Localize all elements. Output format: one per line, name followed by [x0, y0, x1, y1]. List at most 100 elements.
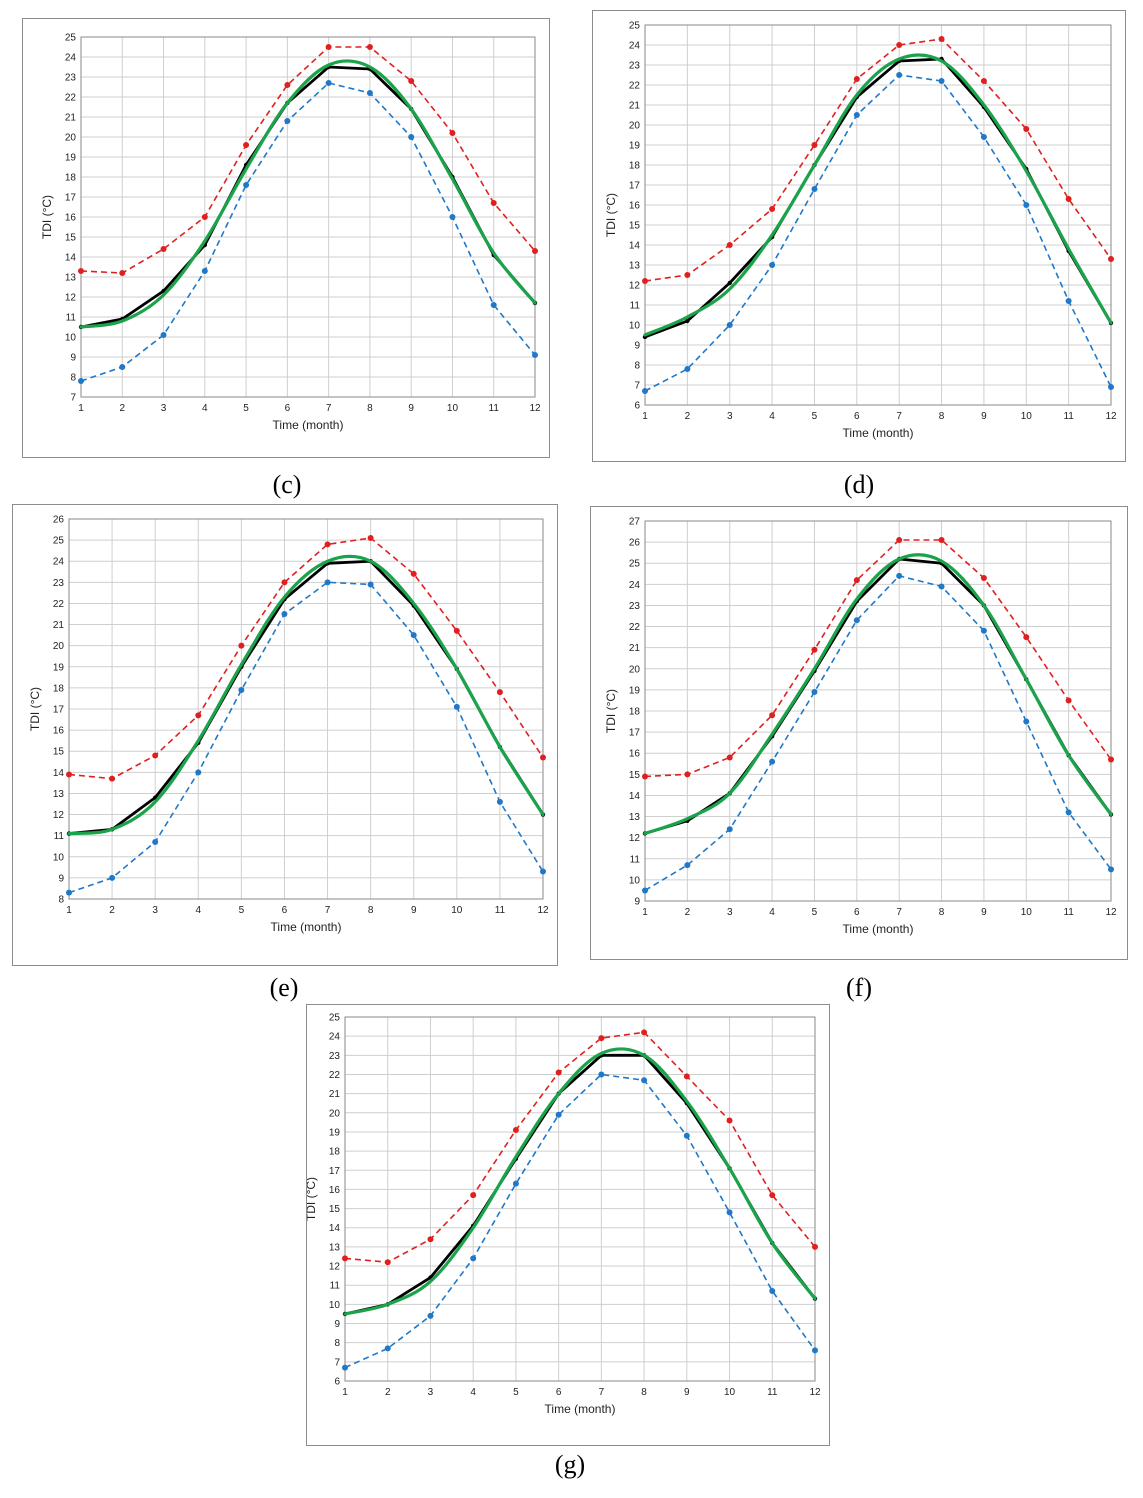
- y-axis-label: TDI (°C): [307, 1177, 318, 1221]
- x-tick-label: 8: [368, 905, 374, 916]
- y-tick-label: 20: [65, 133, 77, 144]
- data-point-upper: [938, 36, 945, 42]
- data-point-upper: [1108, 756, 1114, 763]
- y-tick-label: 23: [629, 61, 641, 72]
- data-point-upper: [938, 537, 945, 543]
- y-tick-label: 22: [329, 1070, 341, 1081]
- x-tick-label: 12: [529, 403, 541, 414]
- x-tick-label: 7: [599, 1387, 605, 1398]
- y-tick-label: 11: [66, 313, 77, 324]
- series-line-lower: [68, 581, 544, 894]
- plot-frame: [644, 520, 1112, 902]
- y-axis-label: TDI (°C): [604, 689, 618, 733]
- data-point-upper: [1023, 634, 1030, 641]
- data-point-upper: [769, 206, 776, 212]
- data-point-upper: [367, 535, 374, 541]
- x-tick-label: 2: [385, 1387, 391, 1398]
- series-line-upper: [344, 1031, 816, 1264]
- series-lower: [342, 1071, 818, 1371]
- x-tick-label: 8: [939, 907, 945, 918]
- data-point-lower: [811, 186, 818, 192]
- x-tick-label: 6: [285, 403, 291, 414]
- x-tick-label: 9: [981, 411, 987, 422]
- y-tick-label: 21: [65, 113, 77, 124]
- x-tick-label: 9: [981, 907, 987, 918]
- y-tick-label: 25: [53, 536, 65, 547]
- y-tick-label: 23: [53, 578, 65, 589]
- y-tick-label: 19: [53, 662, 65, 673]
- x-tick-label: 5: [812, 907, 818, 918]
- chart-panel-e: 8 9 10 11 12 13 14 15 16 17 18 19 20 21 22 23 24 25 26 1 2 3 4…: [12, 504, 558, 966]
- series-fitted: [343, 1047, 817, 1316]
- data-point-upper: [1065, 697, 1072, 704]
- x-tick-label: 7: [326, 403, 332, 414]
- series-observed: [342, 1053, 818, 1317]
- y-tick-label: 6: [334, 1377, 340, 1388]
- data-point-lower: [109, 874, 116, 881]
- y-tick-label: 9: [334, 1319, 340, 1330]
- y-tick-label: 19: [629, 685, 641, 696]
- y-tick-label: 15: [53, 747, 65, 758]
- data-point-lower: [938, 583, 945, 590]
- x-tick-label: 4: [470, 1387, 476, 1398]
- data-point-lower: [384, 1345, 391, 1352]
- y-tick-label: 14: [53, 768, 65, 779]
- x-axis-label: Time (month): [271, 920, 342, 934]
- data-point-lower: [1108, 866, 1114, 873]
- x-tick-label: 3: [428, 1387, 434, 1398]
- chart-panel-g: 6 7 8 9 10 11 12 13 14 15 16 17 18 19 20 21 22 23 24 25 1 2 3 4…: [306, 1004, 830, 1446]
- data-point-upper: [811, 646, 818, 653]
- y-tick-label: 14: [629, 791, 641, 802]
- y-tick-label: 21: [629, 101, 641, 112]
- y-tick-label: 27: [629, 517, 641, 528]
- y-tick-label: 10: [629, 875, 641, 886]
- data-point-lower: [410, 632, 417, 639]
- data-point-lower: [726, 826, 733, 833]
- data-point-lower: [490, 302, 497, 308]
- data-point-lower: [366, 90, 373, 96]
- data-point-upper: [896, 42, 903, 48]
- data-point-lower: [284, 118, 291, 124]
- x-tick-label: 2: [119, 403, 125, 414]
- x-tick-label: 3: [152, 905, 158, 916]
- data-point-lower: [1065, 809, 1072, 816]
- x-tick-label: 9: [684, 1387, 690, 1398]
- data-point-lower: [896, 72, 903, 78]
- data-point-lower: [1108, 384, 1114, 390]
- data-point-lower: [342, 1364, 348, 1371]
- chart-panel-f: 9 10 11 12 13 14 15 16 17 18 19 20 21 22 23 24 25 26 27 1 2 3…: [590, 506, 1128, 960]
- data-point-lower: [980, 627, 987, 634]
- y-tick-label: 21: [629, 643, 641, 654]
- series-line-lower: [80, 82, 536, 382]
- data-point-lower: [243, 182, 250, 188]
- x-tick-label: 7: [896, 411, 902, 422]
- data-point-lower: [449, 214, 456, 220]
- y-tick-label: 16: [65, 213, 77, 224]
- plot-frame: [68, 518, 544, 900]
- y-tick-label: 7: [634, 381, 640, 392]
- data-point-upper: [853, 76, 860, 82]
- y-tick-label: 17: [65, 193, 77, 204]
- data-point-lower: [324, 579, 331, 586]
- y-tick-label: 9: [70, 353, 76, 364]
- data-point-upper: [152, 752, 159, 759]
- series-lower: [78, 80, 538, 384]
- y-tick-label: 25: [629, 21, 641, 32]
- y-tick-label: 24: [629, 580, 641, 591]
- x-tick-label: 2: [685, 411, 691, 422]
- y-tick-label: 19: [329, 1127, 341, 1138]
- y-tick-label: 10: [53, 852, 65, 863]
- data-point-lower: [1065, 298, 1072, 304]
- series-lower: [642, 572, 1114, 894]
- data-point-upper: [490, 200, 497, 206]
- data-point-lower: [683, 1132, 690, 1139]
- y-tick-label: 26: [629, 538, 641, 549]
- data-point-upper: [201, 214, 208, 220]
- y-tick-label: 18: [629, 707, 641, 718]
- y-tick-label: 8: [634, 361, 640, 372]
- y-tick-label: 9: [634, 897, 640, 908]
- data-point-upper: [642, 278, 648, 284]
- series-upper: [342, 1029, 818, 1266]
- series-line-fitted: [643, 553, 1113, 836]
- y-tick-label: 23: [329, 1051, 341, 1062]
